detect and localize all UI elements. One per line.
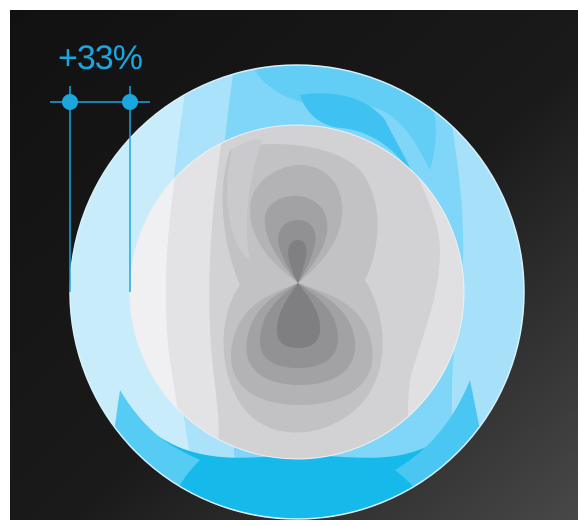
- callout-marker: [50, 86, 150, 292]
- inner-contour-upper-4: [288, 240, 307, 283]
- outer-band-top-deeper: [300, 93, 418, 185]
- inner-contour-lower-4: [276, 283, 321, 348]
- inner-contour-side-left: [227, 139, 262, 260]
- callout-dot-left: [62, 94, 78, 110]
- outer-band-top-deep: [250, 65, 436, 170]
- callout-label: +33%: [58, 39, 143, 77]
- callout-dot-right: [122, 94, 138, 110]
- inner-band-left-light: [166, 125, 225, 459]
- inner-disc: [130, 125, 464, 459]
